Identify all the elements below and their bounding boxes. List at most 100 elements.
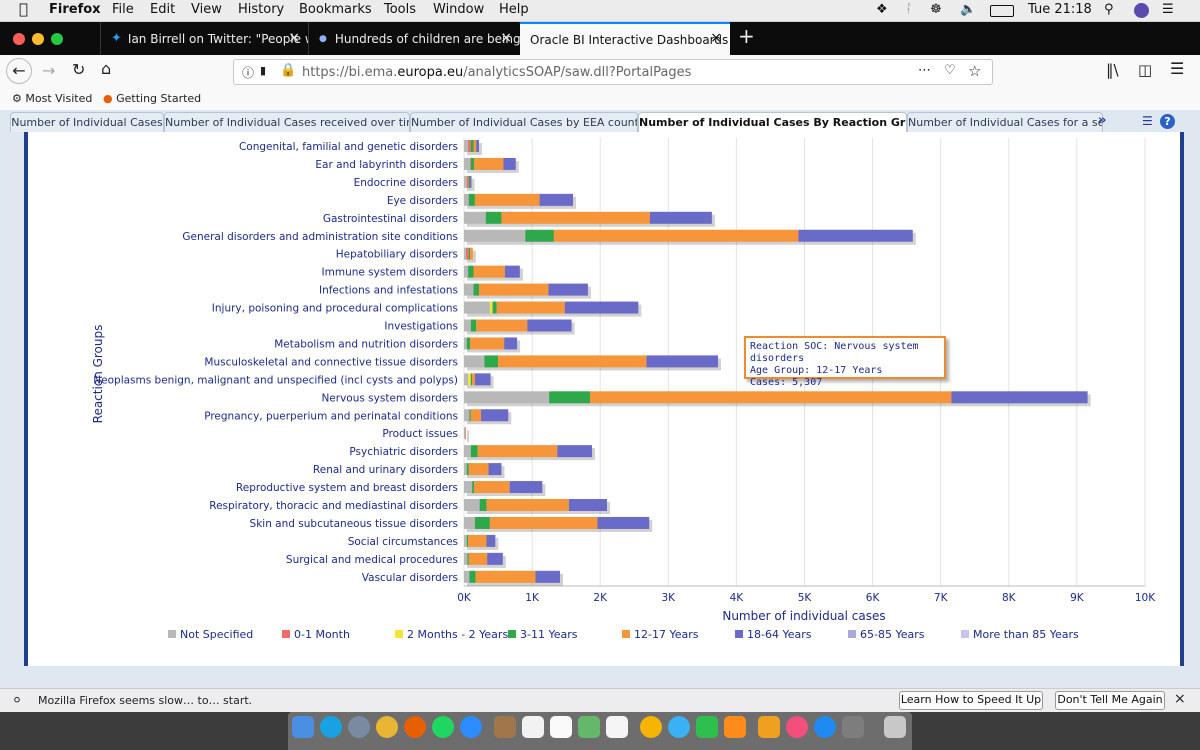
menu-help[interactable]: Help (499, 2, 529, 17)
reminders-icon[interactable] (550, 716, 572, 738)
safari-icon[interactable] (460, 716, 482, 738)
volume-icon[interactable]: 🔈 (960, 2, 977, 17)
app-store-icon[interactable] (814, 716, 836, 738)
spotify-icon[interactable] (432, 716, 454, 738)
notification-center-icon[interactable]: ☰ (1162, 2, 1174, 17)
browser-tab-children[interactable]: ● Hundreds of children are being × (308, 22, 520, 55)
pocket-icon[interactable]: ♡ (944, 63, 956, 78)
help-icon[interactable]: ? (1160, 114, 1175, 129)
permissions-icon[interactable]: ▮ (260, 64, 267, 77)
siri-icon[interactable] (1134, 3, 1149, 18)
url-text[interactable]: https://bi.ema.europa.eu/analyticsSOAP/s… (302, 65, 691, 80)
maps-icon[interactable] (578, 716, 600, 738)
zoom-window-button[interactable] (51, 33, 63, 45)
page-actions-icon[interactable]: ⋯ (918, 63, 931, 78)
firefox-dock-icon[interactable] (404, 716, 426, 738)
wifi-icon[interactable]: ☸ (930, 2, 942, 17)
system-preferences-icon[interactable] (842, 716, 864, 738)
dash-tab-eea-countries[interactable]: Number of Individual Cases by EEA countr… (410, 112, 638, 132)
reload-button[interactable]: ↻ (72, 60, 86, 79)
finder-icon[interactable] (292, 716, 314, 738)
bookmark-star-icon[interactable]: ☆ (968, 62, 982, 80)
minimize-window-button[interactable] (32, 33, 44, 45)
bar-segment (473, 283, 479, 296)
calendar-icon[interactable] (522, 716, 544, 738)
bar-segment (557, 445, 593, 458)
dash-tab-selected[interactable]: Number of Individual Cases for a selec (907, 112, 1103, 132)
learn-speed-button[interactable]: Learn How to Speed It Up (899, 691, 1043, 710)
bar-segment (464, 283, 474, 296)
bookmark-most-visited[interactable]: ⚙ Most Visited (12, 92, 92, 105)
battery-icon[interactable] (990, 5, 1014, 17)
bar-segment (470, 175, 472, 188)
forward-button[interactable]: → (42, 61, 56, 80)
bookmark-getting-started[interactable]: ● Getting Started (103, 92, 201, 105)
close-tab-icon[interactable]: × (710, 30, 722, 46)
photos-icon[interactable] (640, 716, 662, 738)
menu-clock[interactable]: Tue 21:18 (1028, 2, 1092, 17)
bar-segment (472, 373, 475, 386)
bar-segment (468, 140, 471, 152)
bar-segment (470, 157, 475, 170)
home-button[interactable]: ⌂ (101, 59, 112, 78)
bar-shadow (473, 178, 475, 191)
ibooks-icon[interactable] (724, 716, 746, 738)
legend-label: 2 Months - 2 Years (407, 628, 508, 641)
menu-edit[interactable]: Edit (150, 2, 176, 17)
notes-book-icon[interactable] (494, 716, 516, 738)
launchpad-icon[interactable] (348, 716, 370, 738)
chrome-icon[interactable] (376, 716, 398, 738)
menu-view[interactable]: View (191, 2, 222, 17)
info-icon[interactable]: ⓘ (242, 66, 255, 80)
dash-tab-over-time[interactable]: Number of Individual Cases received over… (164, 112, 410, 132)
dash-tab-individual-cases[interactable]: Number of Individual Cases (10, 112, 164, 132)
bluetooth-icon[interactable]: ᛛ (905, 2, 913, 17)
close-notification-icon[interactable]: × (1174, 691, 1186, 707)
bar-segment (464, 552, 468, 565)
trash-icon[interactable] (884, 716, 906, 738)
x-tick-label: 1K (525, 592, 540, 604)
back-button[interactable]: ← (6, 58, 32, 84)
itunes-icon[interactable] (786, 716, 808, 738)
spotlight-icon[interactable]: ⚲ (1104, 2, 1114, 17)
close-window-button[interactable] (13, 33, 25, 45)
close-tab-icon[interactable]: × (288, 30, 300, 46)
menu-window[interactable]: Window (433, 2, 485, 17)
dropbox-icon[interactable]: ❖ (876, 2, 888, 17)
browser-tab-oracle[interactable]: Oracle BI Interactive Dashboards - × (520, 22, 730, 55)
library-icon[interactable]: ‖\ (1106, 61, 1119, 79)
url-bar[interactable]: ⓘ ▮ 🔒 https://bi.ema.europa.eu/analytics… (233, 59, 993, 85)
messages-icon[interactable] (668, 716, 690, 738)
menu-bookmarks[interactable]: Bookmarks (299, 2, 372, 17)
x-tick-label: 9K (1070, 592, 1085, 604)
bar-segment (474, 193, 540, 206)
new-tab-button[interactable]: + (738, 24, 755, 48)
apple-icon[interactable]:  (19, 0, 28, 18)
bar-segment (525, 229, 554, 242)
lock-icon[interactable]: 🔒 (280, 63, 297, 78)
notification-text: Mozilla Firefox seems slow… to… start. (38, 694, 253, 707)
bar-segment (468, 534, 487, 547)
category-label: Nervous system disorders (321, 392, 458, 404)
bar-segment (503, 157, 516, 170)
menu-history[interactable]: History (238, 2, 285, 17)
category-label: Infections and infestations (319, 285, 458, 297)
facetime-icon[interactable] (696, 716, 718, 738)
hamburger-menu-icon[interactable]: ☰ (1170, 59, 1185, 78)
preview-icon[interactable] (606, 716, 628, 738)
bar-segment (486, 534, 496, 547)
skype-icon[interactable] (320, 716, 342, 738)
dont-tell-button[interactable]: Don't Tell Me Again (1055, 691, 1165, 710)
menu-tools[interactable]: Tools (384, 2, 417, 17)
bar-segment (486, 499, 569, 511)
books-icon[interactable] (758, 716, 780, 738)
legend-label: More than 85 Years (973, 628, 1079, 641)
sidebar-icon[interactable]: ◫ (1138, 61, 1153, 79)
browser-tab-twitter[interactable]: ✦ Ian Birrell on Twitter: "People w × (100, 22, 308, 55)
dash-tab-reaction-groups[interactable]: Number of Individual Cases By Reaction G… (638, 112, 907, 132)
page-options-icon[interactable]: ☰ (1142, 114, 1153, 128)
close-tab-icon[interactable]: × (500, 30, 512, 46)
menu-file[interactable]: File (112, 2, 134, 17)
menu-app-firefox[interactable]: Firefox (49, 2, 101, 17)
more-tabs-icon[interactable]: » (1098, 113, 1107, 128)
